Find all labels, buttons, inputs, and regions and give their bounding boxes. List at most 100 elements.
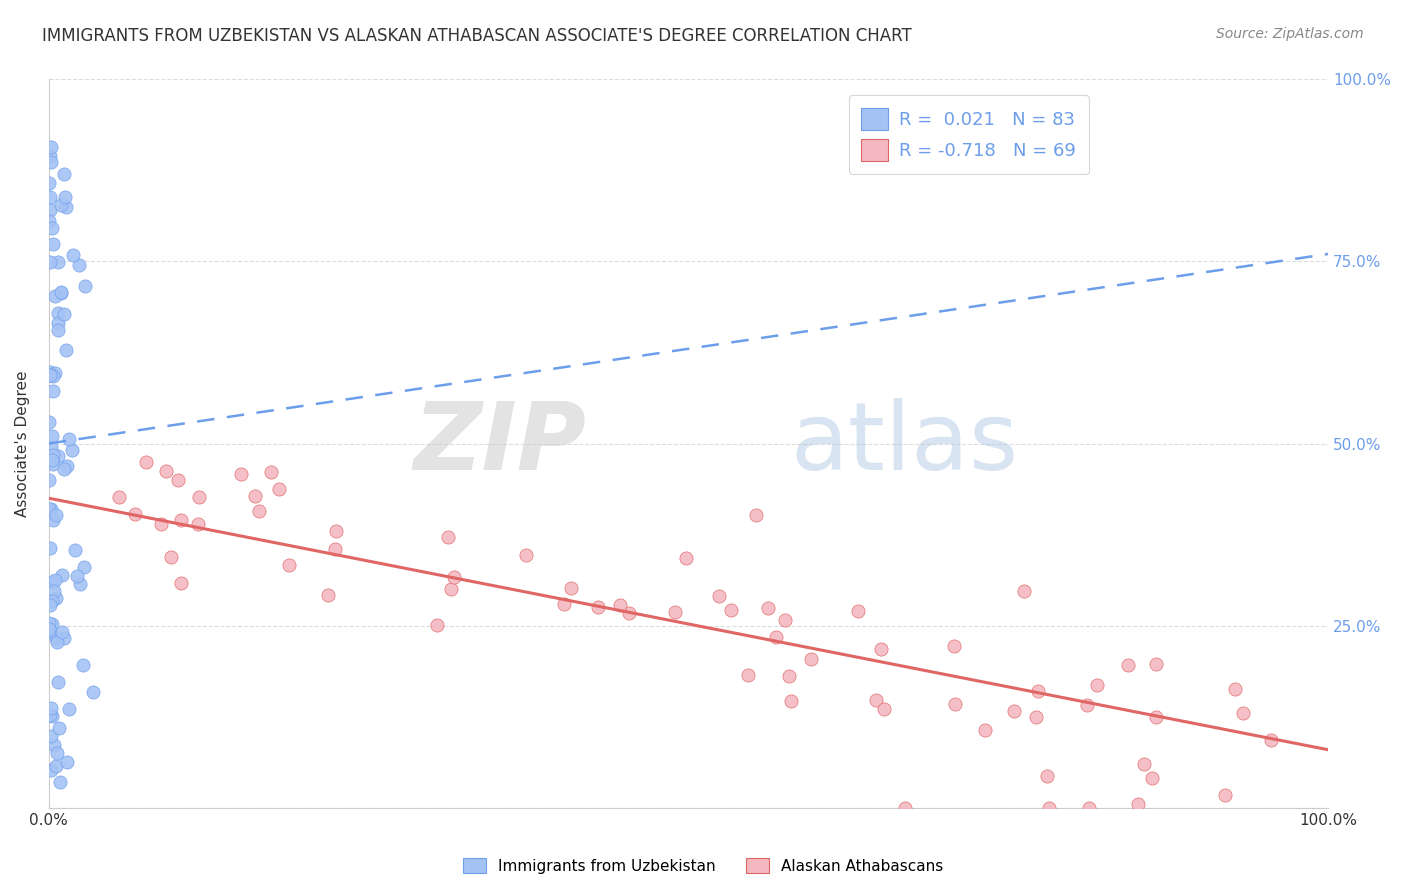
Point	[39, 154, 62, 169]
Point	[38, 255, 60, 269]
Point	[848, 604, 870, 618]
Point	[1132, 756, 1154, 771]
Point	[39, 763, 62, 777]
Point	[187, 516, 209, 531]
Point	[52, 461, 75, 475]
Point	[664, 605, 686, 619]
Point	[1140, 771, 1163, 785]
Point	[745, 508, 768, 522]
Point	[51, 568, 73, 582]
Point	[773, 613, 796, 627]
Point	[67, 258, 90, 272]
Point	[325, 524, 347, 538]
Point	[42, 237, 65, 252]
Text: IMMIGRANTS FROM UZBEKISTAN VS ALASKAN ATHABASCAN ASSOCIATE'S DEGREE CORRELATION : IMMIGRANTS FROM UZBEKISTAN VS ALASKAN AT…	[42, 27, 912, 45]
Point	[675, 550, 697, 565]
Point	[45, 635, 67, 649]
Point	[73, 279, 96, 293]
Point	[45, 508, 67, 523]
Point	[46, 255, 69, 269]
Point	[42, 368, 65, 383]
Point	[62, 248, 84, 262]
Point	[51, 285, 73, 300]
Point	[38, 502, 60, 516]
Point	[45, 746, 67, 760]
Point	[943, 639, 966, 653]
Point	[39, 366, 62, 380]
Point	[149, 517, 172, 532]
Point	[55, 343, 77, 357]
Point	[243, 489, 266, 503]
Point	[247, 504, 270, 518]
Point	[167, 473, 190, 487]
Point	[38, 473, 60, 487]
Point	[53, 167, 76, 181]
Point	[82, 685, 104, 699]
Point	[1025, 709, 1047, 723]
Point	[515, 548, 537, 562]
Point	[45, 632, 67, 646]
Point	[39, 599, 62, 613]
Point	[765, 631, 787, 645]
Point	[316, 588, 339, 602]
Point	[46, 674, 69, 689]
Point	[439, 582, 461, 597]
Point	[44, 289, 66, 303]
Point	[426, 618, 449, 632]
Point	[869, 642, 891, 657]
Point	[1116, 658, 1139, 673]
Point	[155, 464, 177, 478]
Point	[38, 615, 60, 630]
Point	[1260, 733, 1282, 747]
Point	[41, 709, 63, 723]
Point	[1078, 801, 1101, 815]
Point	[48, 721, 70, 735]
Point	[39, 203, 62, 218]
Point	[42, 513, 65, 527]
Point	[160, 549, 183, 564]
Point	[38, 213, 60, 227]
Point	[38, 622, 60, 636]
Point	[38, 541, 60, 555]
Point	[1002, 704, 1025, 718]
Point	[1213, 788, 1236, 802]
Point	[46, 323, 69, 337]
Point	[1232, 706, 1254, 720]
Point	[124, 507, 146, 521]
Point	[553, 597, 575, 611]
Point	[1014, 584, 1036, 599]
Point	[1076, 698, 1098, 713]
Point	[44, 366, 66, 380]
Point	[73, 560, 96, 574]
Point	[38, 176, 60, 190]
Point	[45, 591, 67, 606]
Point	[41, 594, 63, 608]
Point	[53, 631, 76, 645]
Point	[170, 575, 193, 590]
Point	[436, 530, 458, 544]
Point	[66, 569, 89, 583]
Point	[188, 490, 211, 504]
Point	[45, 759, 67, 773]
Point	[49, 774, 72, 789]
Point	[278, 558, 301, 573]
Point	[1028, 684, 1050, 698]
Point	[865, 693, 887, 707]
Point	[41, 429, 63, 443]
Legend: Immigrants from Uzbekistan, Alaskan Athabascans: Immigrants from Uzbekistan, Alaskan Atha…	[457, 852, 949, 880]
Point	[41, 448, 63, 462]
Point	[38, 415, 60, 429]
Point	[53, 190, 76, 204]
Point	[46, 317, 69, 331]
Point	[443, 570, 465, 584]
Point	[39, 368, 62, 383]
Point	[39, 501, 62, 516]
Point	[72, 658, 94, 673]
Point	[560, 581, 582, 595]
Legend: R =  0.021   N = 83, R = -0.718   N = 69: R = 0.021 N = 83, R = -0.718 N = 69	[849, 95, 1088, 174]
Point	[41, 617, 63, 632]
Point	[60, 442, 83, 457]
Point	[778, 669, 800, 683]
Point	[39, 368, 62, 383]
Point	[39, 729, 62, 743]
